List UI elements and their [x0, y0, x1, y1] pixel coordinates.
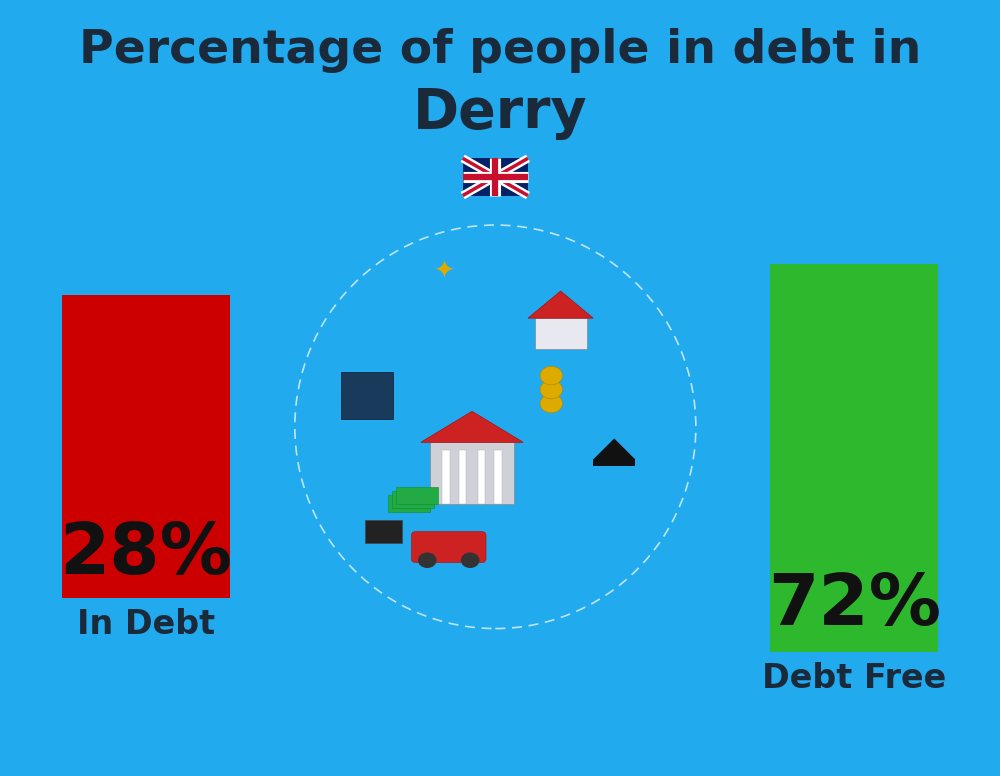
Bar: [593, 459, 635, 466]
Circle shape: [461, 553, 479, 568]
Circle shape: [540, 366, 562, 385]
Bar: [396, 487, 438, 504]
Circle shape: [418, 553, 437, 568]
Text: 72%: 72%: [768, 571, 941, 639]
FancyBboxPatch shape: [463, 158, 528, 196]
FancyBboxPatch shape: [341, 372, 393, 419]
Circle shape: [540, 380, 562, 399]
Polygon shape: [593, 438, 635, 459]
Bar: [442, 450, 450, 504]
Bar: [494, 450, 502, 504]
Circle shape: [540, 394, 562, 413]
Polygon shape: [421, 411, 523, 442]
Text: ✦: ✦: [434, 260, 455, 283]
Bar: [535, 318, 587, 349]
Text: Debt Free: Debt Free: [762, 663, 947, 695]
Polygon shape: [528, 291, 593, 318]
Bar: [478, 450, 485, 504]
FancyBboxPatch shape: [365, 520, 402, 543]
FancyBboxPatch shape: [62, 295, 230, 598]
Bar: [459, 450, 466, 504]
Bar: [388, 495, 430, 512]
Bar: [392, 491, 434, 508]
Text: Percentage of people in debt in: Percentage of people in debt in: [79, 28, 921, 73]
FancyBboxPatch shape: [770, 264, 938, 652]
Text: 28%: 28%: [59, 521, 232, 589]
FancyBboxPatch shape: [411, 532, 486, 563]
Text: Derry: Derry: [413, 85, 587, 140]
Text: In Debt: In Debt: [77, 608, 215, 641]
Bar: [430, 442, 514, 504]
